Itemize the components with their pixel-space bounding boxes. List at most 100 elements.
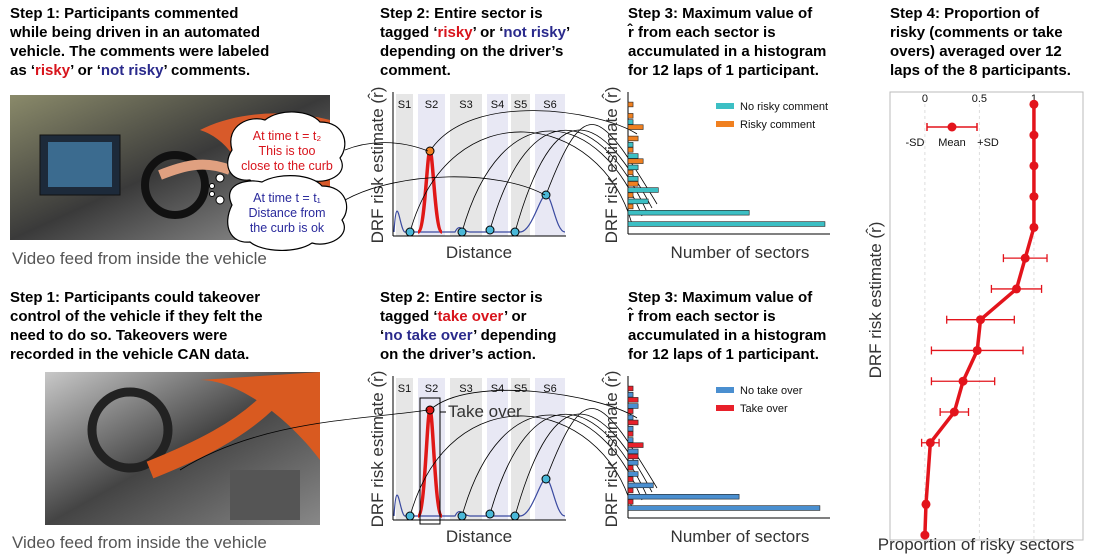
y-axis-label: DRF risk estimate (r̂): [601, 87, 621, 244]
step-text-line: Step 4: Proportion of: [890, 5, 1040, 22]
bar: [627, 487, 634, 494]
bar: [627, 476, 634, 482]
step-text-segment: ’ comments.: [163, 62, 250, 79]
sector-max: [485, 225, 495, 235]
legend-label: Mean: [938, 137, 966, 149]
step-text-segment: no take over: [384, 327, 473, 344]
bar: [627, 221, 826, 227]
bar: [627, 448, 639, 455]
step-text-segment: on the driver’s action.: [380, 346, 536, 363]
sector-max: [541, 190, 551, 200]
step-text-line: r̂ from each sector is: [627, 22, 776, 41]
sector-band: [450, 378, 482, 520]
bar: [627, 135, 639, 142]
legend-label: Take over: [740, 403, 788, 415]
bar: [627, 419, 639, 426]
step-text-line: comment.: [380, 62, 451, 79]
step-text-segment: accumulated in a histogram: [628, 43, 826, 60]
step-text-segment: risky: [35, 62, 71, 79]
bar: [627, 187, 659, 193]
mean-point: [920, 530, 930, 540]
sector-max: [541, 474, 551, 484]
step-text-segment: for 12 laps of 1 participant.: [628, 346, 819, 363]
step-text-segment: take over: [438, 308, 504, 325]
annotation: Take over: [448, 402, 522, 421]
mean-point: [921, 499, 931, 509]
connector-arc: [489, 414, 648, 515]
step-text-segment: Step 2: Entire sector is: [380, 289, 543, 306]
step-text-segment: ’: [566, 24, 570, 41]
bar: [627, 460, 639, 466]
bar: [627, 482, 654, 489]
x-axis-label: Number of sectors: [671, 527, 810, 546]
connector-arc: [409, 415, 633, 517]
bar: [627, 124, 644, 130]
step-text-segment: ‘: [380, 327, 384, 344]
step-text-segment: laps of the 8 participants.: [890, 62, 1071, 79]
connector-arc: [545, 124, 658, 205]
bar: [627, 113, 634, 119]
bar: [627, 192, 634, 198]
bar: [627, 142, 634, 148]
caption: Video feed from inside the vehicle: [12, 249, 267, 268]
step-text-segment: ’ or ‘: [473, 24, 504, 41]
step-text-segment: recorded in the vehicle CAN data.: [10, 346, 249, 363]
photo-bottom: [45, 372, 320, 525]
mean-point: [1020, 253, 1030, 263]
sector-label: S3: [459, 99, 472, 111]
bar: [627, 101, 634, 108]
mean-point: [1011, 284, 1021, 294]
x-axis-label: Distance: [446, 243, 512, 262]
step-text-line: risky (comments or take: [890, 24, 1063, 41]
sector-band: [535, 94, 565, 236]
bar: [627, 158, 644, 164]
bar: [627, 414, 634, 421]
mean-point: [972, 345, 982, 355]
mean-point: [949, 407, 959, 417]
x-tick-label: 1: [1031, 93, 1037, 105]
mean-point: [1029, 130, 1039, 140]
mean-point: [1029, 192, 1039, 202]
caption: Video feed from inside the vehicle: [12, 533, 267, 552]
connector-arc: [489, 130, 648, 231]
sector-label: S3: [459, 383, 472, 395]
step-text-segment: comment.: [380, 62, 451, 79]
step-text-line: while being driven in an automated: [9, 24, 260, 41]
step-text-segment: Step 3: Maximum value of: [628, 5, 813, 22]
step-text-segment: risky: [438, 24, 474, 41]
bar: [627, 176, 639, 182]
y-axis-label: DRF risk estimate (r̂): [865, 222, 885, 379]
bubble-text: Distance from: [248, 206, 325, 220]
bubble-text: close to the curb: [241, 159, 333, 173]
bar: [627, 198, 649, 205]
step-text-line: accumulated in a histogram: [628, 327, 826, 344]
y-axis-label: DRF risk estimate (r̂): [601, 371, 621, 528]
sector-max: [510, 227, 520, 237]
takeover-box: [419, 397, 441, 525]
connector-arc: [344, 176, 546, 201]
connector-arc: [429, 389, 638, 419]
mean-point: [1029, 222, 1039, 232]
bar: [627, 164, 639, 171]
step-text-segment: as ‘: [10, 62, 35, 79]
bar: [627, 431, 634, 437]
step-text-segment: not risky: [101, 62, 164, 79]
sector-max: [485, 509, 495, 519]
sector-label: S5: [514, 383, 527, 395]
risk-curve: [393, 478, 566, 517]
x-axis-label: Number of sectors: [671, 243, 810, 262]
step-text-segment: for 12 laps of 1 participant.: [628, 62, 819, 79]
x-axis-label: Distance: [446, 527, 512, 546]
bar: [627, 203, 634, 210]
sector-band: [487, 378, 508, 520]
sector-label: S4: [491, 99, 504, 111]
step-text-segment: vehicle. The comments were labeled: [10, 43, 269, 60]
step-text-segment: need to do so. Takeovers were: [10, 327, 227, 344]
sector-band: [487, 94, 508, 236]
sector-max: [457, 511, 467, 521]
step-text-line: recorded in the vehicle CAN data.: [10, 346, 249, 363]
sector-max: [405, 511, 415, 521]
step-text-line: as ‘risky’ or ‘not risky’ comments.: [10, 62, 250, 79]
bar: [627, 408, 634, 414]
step-text-line: Step 3: Maximum value of: [628, 289, 813, 306]
